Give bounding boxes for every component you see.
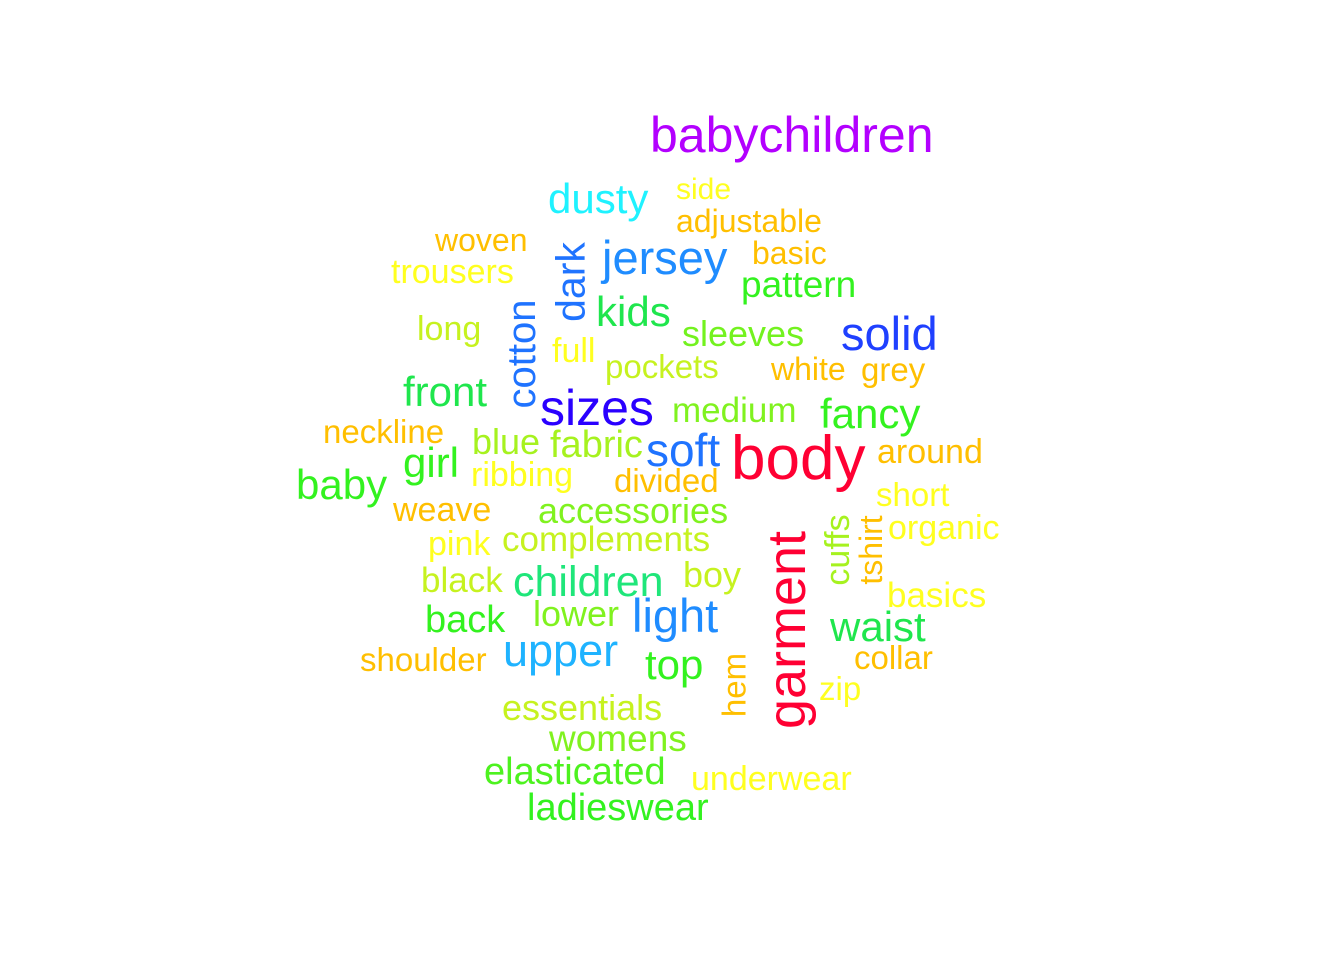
word-dusty: dusty [548,175,649,222]
word-kids: kids [596,288,671,335]
word-dark: dark [547,242,594,322]
word-womens: womens [549,718,687,759]
word-waist: waist [830,603,926,650]
word-elasticated: elasticated [484,751,666,793]
word-long: long [417,310,482,348]
word-hem: hem [715,652,753,718]
word-jersey: jersey [602,231,728,284]
word-accessories: accessories [538,490,729,531]
word-sizes: sizes [540,380,654,436]
word-basics: basics [887,576,987,615]
word-cotton: cotton [500,299,544,409]
word-boy: boy [683,554,742,595]
word-adjustable: adjustable [676,203,822,239]
word-black: black [421,561,503,600]
word-medium: medium [672,391,797,430]
word-blue: blue [472,421,541,462]
word-basic: basic [752,235,827,271]
word-soft: soft [646,424,721,476]
word-girl: girl [403,439,460,486]
word-lower: lower [533,593,620,634]
word-top: top [645,641,704,688]
word-white: white [771,351,846,387]
word-upper: upper [503,625,619,676]
word-organic: organic [888,509,1000,547]
word-light: light [632,589,719,642]
word-babychildren: babychildren [650,107,934,163]
word-collar: collar [854,639,933,676]
word-around: around [877,433,983,471]
word-sleeves: sleeves [682,313,805,354]
word-back: back [425,599,506,641]
word-pockets: pockets [605,348,719,385]
word-trousers: trousers [391,253,514,291]
word-baby: baby [296,461,388,508]
word-ladieswear: ladieswear [527,787,709,829]
word-underwear: underwear [691,760,852,798]
word-fabric: fabric [550,424,643,466]
word-divided: divided [614,462,719,499]
word-woven: woven [435,222,528,258]
word-ribbing: ribbing [471,456,574,494]
word-children: children [513,558,664,606]
word-cuffs: cuffs [819,514,857,586]
word-grey: grey [861,351,926,388]
word-essentials: essentials [502,687,663,728]
word-tshirt: tshirt [853,515,889,585]
word-zip: zip [819,670,862,707]
word-complements: complements [502,520,711,559]
word-full: full [552,332,596,370]
word-neckline: neckline [323,413,445,450]
word-pink: pink [428,525,491,563]
word-fancy: fancy [820,390,921,437]
word-pattern: pattern [741,264,857,305]
word-shoulder: shoulder [360,641,487,678]
word-solid: solid [841,307,938,360]
word-weave: weave [393,491,492,529]
word-front: front [403,368,488,415]
word-short: short [876,476,950,513]
word-garment: garment [757,530,817,730]
word-body: body [731,424,866,493]
word-side: side [676,173,732,206]
